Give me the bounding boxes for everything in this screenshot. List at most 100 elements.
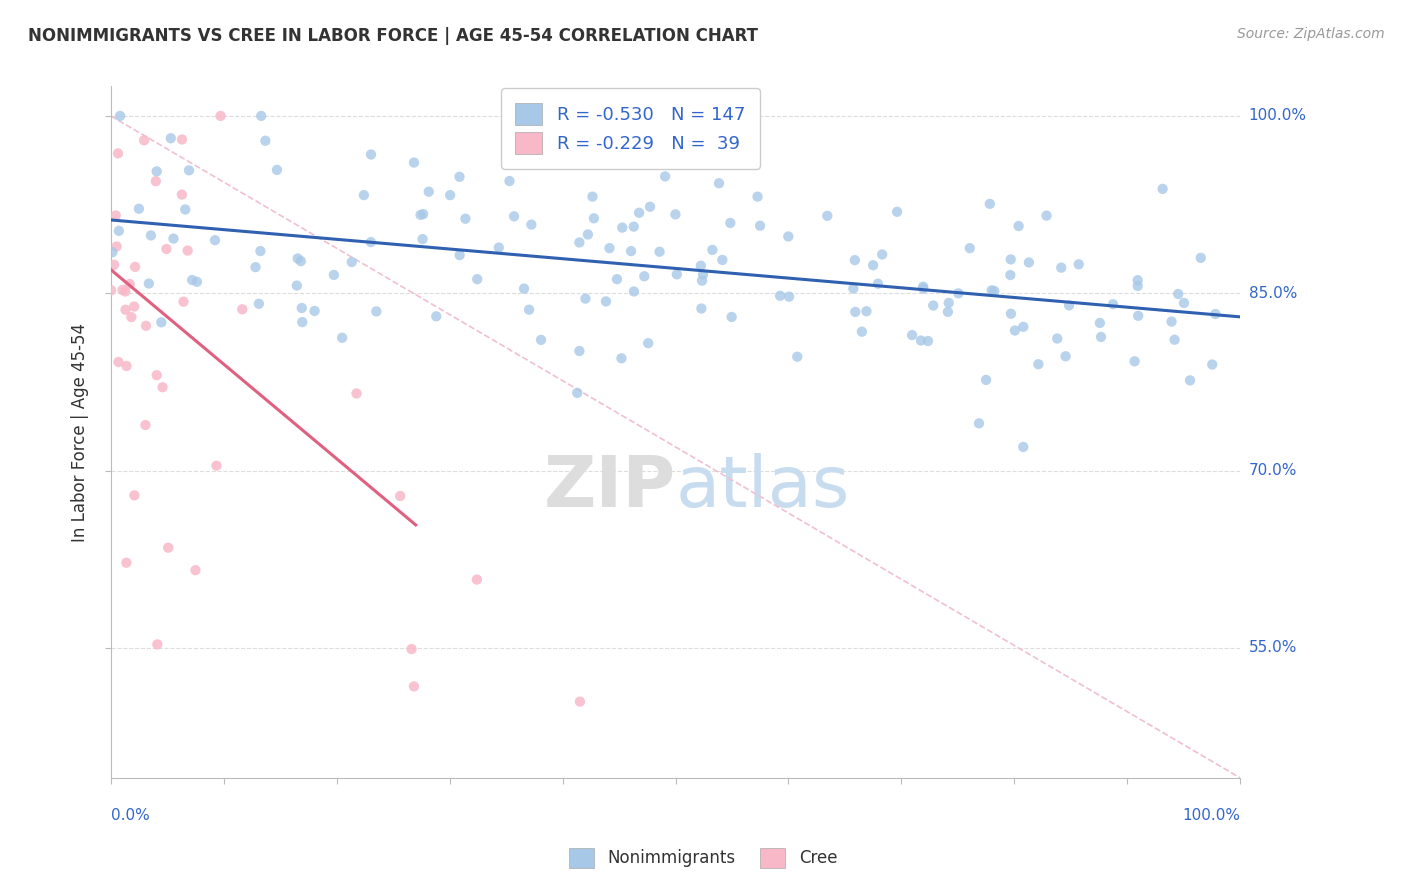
Point [250, 109, 273, 123]
Point [690, 301, 713, 316]
Point [254, 134, 277, 148]
Point [157, 541, 180, 555]
Point [290, 254, 312, 268]
Point [412, 207, 434, 221]
Point [1152, 182, 1174, 196]
Point [135, 318, 157, 333]
Point [959, 241, 981, 255]
Point [633, 269, 655, 284]
Point [322, 268, 344, 282]
Point [1007, 219, 1029, 233]
Point [620, 244, 643, 259]
Text: 0.0%: 0.0% [111, 808, 149, 823]
Point [181, 273, 204, 287]
Point [598, 241, 620, 255]
Point [152, 380, 174, 394]
Point [718, 216, 741, 230]
Point [304, 304, 326, 318]
Text: 100.0%: 100.0% [1249, 109, 1306, 123]
Point [150, 315, 173, 329]
Point [204, 233, 226, 247]
Point [619, 126, 641, 140]
Point [101, 245, 124, 260]
Point [1035, 209, 1057, 223]
Point [842, 281, 865, 295]
Point [778, 290, 800, 304]
Point [862, 258, 884, 272]
Point [938, 296, 960, 310]
Point [409, 208, 432, 222]
Point [124, 260, 146, 274]
Point [107, 146, 129, 161]
Point [980, 283, 1002, 297]
Point [449, 169, 471, 184]
Point [104, 209, 127, 223]
Point [1126, 273, 1149, 287]
Point [983, 284, 1005, 298]
Point [366, 304, 388, 318]
Point [1012, 440, 1035, 454]
Point [249, 244, 271, 258]
Point [855, 304, 877, 318]
Point [389, 489, 412, 503]
Point [974, 373, 997, 387]
Point [769, 289, 792, 303]
Point [287, 252, 309, 266]
Point [720, 310, 742, 324]
Point [568, 344, 591, 359]
Point [146, 637, 169, 651]
Point [170, 187, 193, 202]
Point [936, 305, 959, 319]
Text: ZIP: ZIP [543, 453, 675, 522]
Point [1090, 330, 1112, 344]
Point [612, 220, 634, 235]
Point [1067, 257, 1090, 271]
Point [139, 228, 162, 243]
Point [1128, 309, 1150, 323]
Point [1160, 315, 1182, 329]
Point [1028, 357, 1050, 371]
Point [439, 188, 461, 202]
Point [530, 333, 553, 347]
Point [111, 283, 134, 297]
Text: NONIMMIGRANTS VS CREE IN LABOR FORCE | AGE 45-54 CORRELATION CHART: NONIMMIGRANTS VS CREE IN LABOR FORCE | A… [28, 27, 758, 45]
Point [1167, 287, 1189, 301]
Point [115, 359, 138, 373]
Point [1201, 358, 1223, 372]
Point [568, 695, 591, 709]
Point [108, 109, 131, 123]
Point [786, 350, 808, 364]
Point [1123, 354, 1146, 368]
Point [1000, 307, 1022, 321]
Point [266, 162, 288, 177]
Point [124, 488, 146, 502]
Point [114, 285, 136, 299]
Point [162, 231, 184, 245]
Point [1102, 297, 1125, 311]
Point [654, 169, 676, 184]
Point [173, 294, 195, 309]
Point [134, 417, 156, 432]
Legend: Nonimmigrants, Cree: Nonimmigrants, Cree [562, 841, 844, 875]
Point [205, 458, 228, 473]
Point [170, 132, 193, 146]
Text: 85.0%: 85.0% [1249, 285, 1296, 301]
Point [517, 302, 540, 317]
Point [231, 302, 253, 317]
Point [948, 286, 970, 301]
Point [401, 642, 423, 657]
Point [665, 268, 688, 282]
Point [1004, 324, 1026, 338]
Point [623, 219, 645, 234]
Text: 55.0%: 55.0% [1249, 640, 1296, 656]
Point [402, 155, 425, 169]
Point [145, 368, 167, 383]
Point [912, 282, 935, 296]
Text: 100.0%: 100.0% [1182, 808, 1240, 823]
Point [967, 417, 990, 431]
Point [425, 310, 447, 324]
Point [174, 202, 197, 217]
Point [145, 164, 167, 178]
Point [747, 189, 769, 203]
Point [114, 302, 136, 317]
